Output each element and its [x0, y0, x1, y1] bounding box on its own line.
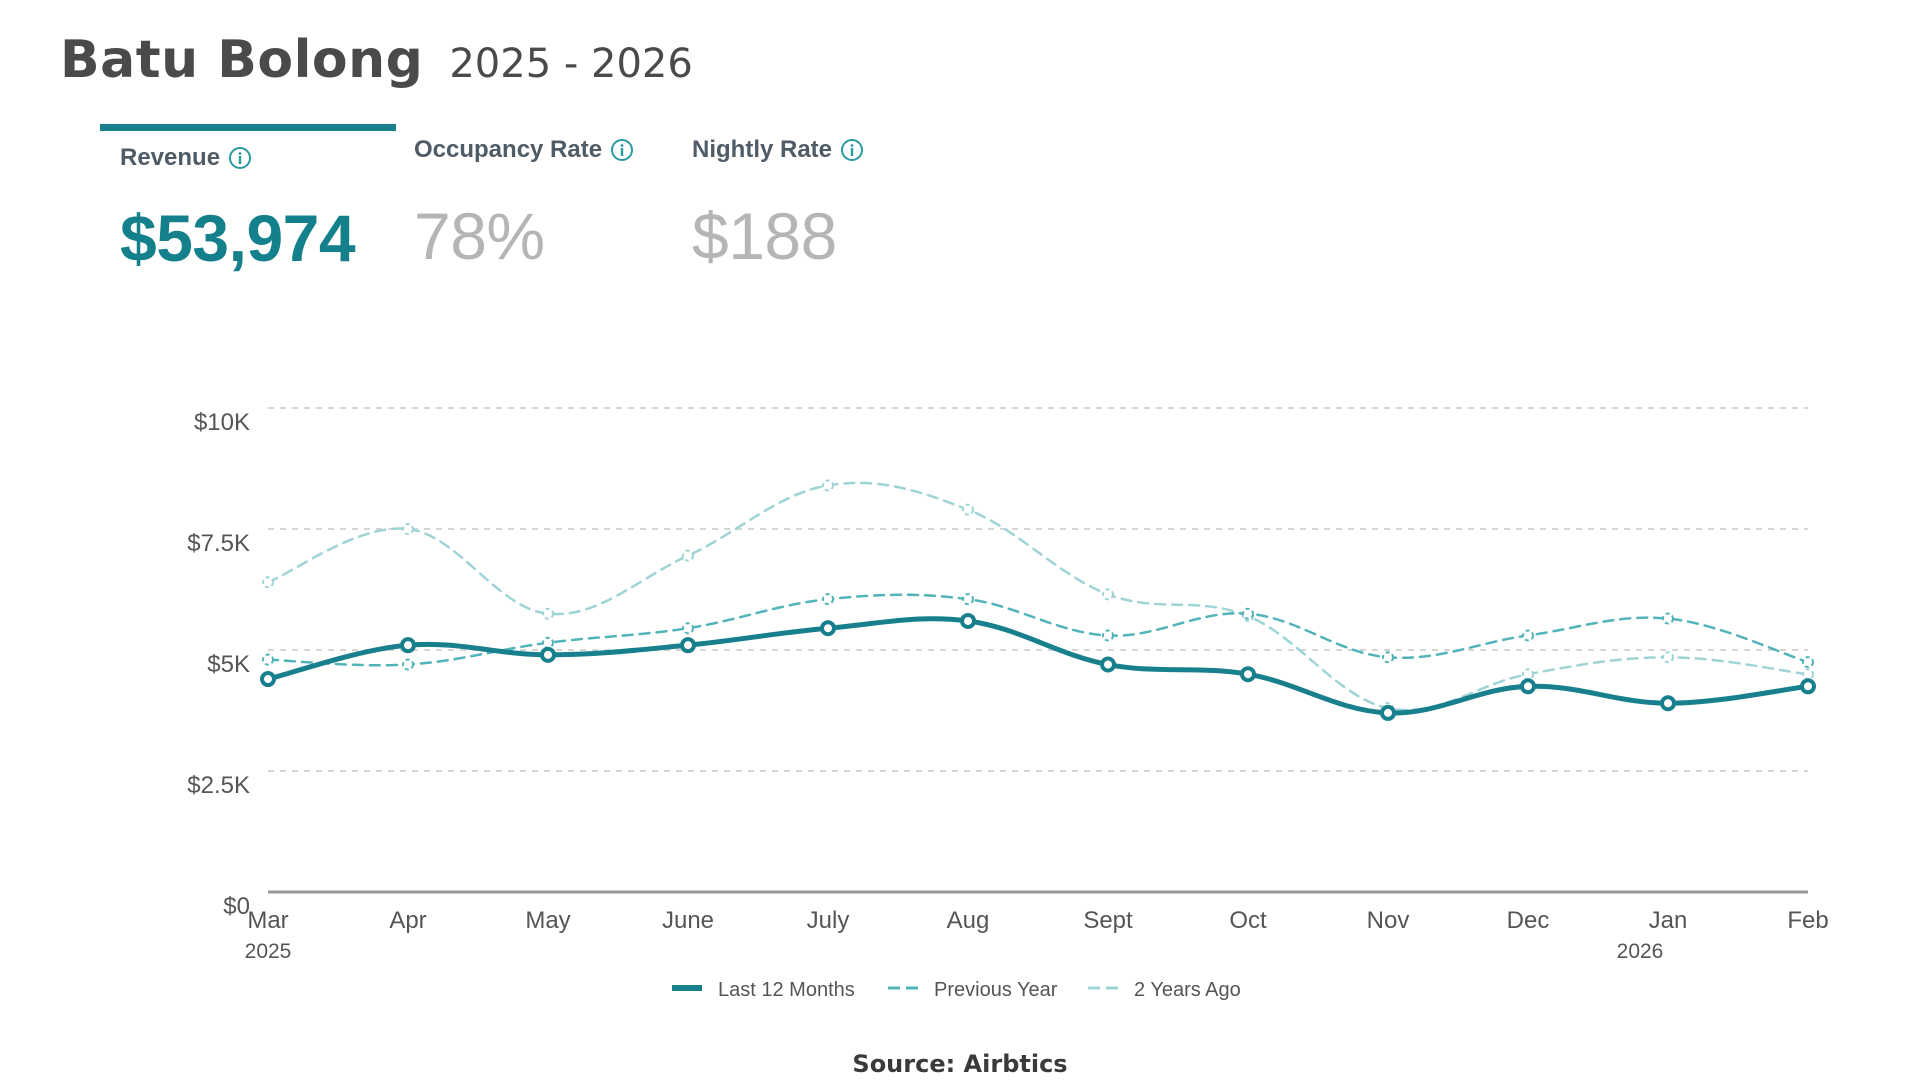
- y-tick-label: $0: [223, 893, 250, 920]
- data-point[interactable]: [1802, 656, 1814, 669]
- x-tick-label: June: [662, 907, 714, 934]
- year-label: 2026: [1617, 940, 1664, 963]
- data-point[interactable]: [542, 636, 554, 649]
- series-line-2: [266, 481, 1810, 712]
- data-point[interactable]: [820, 620, 836, 637]
- x-tick-label: Nov: [1367, 907, 1410, 934]
- tab-revenue-label: Revenue: [120, 144, 221, 171]
- x-tick-label: Aug: [947, 907, 990, 934]
- chart-legend: Last 12 Months Previous Year 2 Years Ago: [672, 979, 1241, 1001]
- data-point[interactable]: [542, 607, 554, 620]
- metric-tabs: Revenue $53,974 Occupancy Rate 78% Night…: [98, 124, 898, 296]
- source-caption: Source: Airbtics: [852, 1050, 1068, 1078]
- chart-grid: [268, 407, 1808, 772]
- legend-label[interactable]: Previous Year: [934, 979, 1058, 1001]
- tab-revenue[interactable]: Revenue $53,974: [100, 124, 396, 276]
- date-range: 2025 - 2026: [449, 41, 693, 87]
- tab-nightly-rate[interactable]: Nightly Rate $188: [692, 126, 864, 274]
- data-point[interactable]: [682, 549, 694, 562]
- x-tick-label: Mar: [247, 907, 288, 934]
- data-point[interactable]: [962, 503, 974, 516]
- legend-label[interactable]: 2 Years Ago: [1134, 979, 1241, 1001]
- x-tick-label: Feb: [1787, 907, 1828, 934]
- x-tick-label: Dec: [1507, 907, 1550, 934]
- data-point[interactable]: [260, 671, 276, 688]
- data-point[interactable]: [962, 593, 974, 606]
- data-point[interactable]: [1802, 668, 1814, 681]
- info-icon[interactable]: [610, 138, 634, 162]
- data-point[interactable]: [1522, 668, 1534, 681]
- series-line-1: [266, 593, 1810, 667]
- series-line-0: [265, 616, 1811, 716]
- revenue-line-chart: $0 $2.5K $5K $7.5K $10K Mar Apr May June July Aug S…: [187, 407, 1829, 1001]
- info-icon[interactable]: [228, 146, 252, 170]
- active-tab-indicator: [100, 124, 396, 131]
- data-point[interactable]: [402, 658, 414, 671]
- data-point[interactable]: [1102, 588, 1114, 601]
- data-point[interactable]: [540, 646, 556, 663]
- data-point[interactable]: [402, 523, 414, 535]
- chart-axes: $0 $2.5K $5K $7.5K $10K Mar Apr May June July Aug S…: [187, 409, 1828, 963]
- data-point[interactable]: [262, 653, 274, 666]
- data-point[interactable]: [1100, 656, 1116, 673]
- info-icon[interactable]: [840, 138, 864, 162]
- data-point[interactable]: [1660, 695, 1676, 712]
- data-point[interactable]: [1800, 678, 1816, 695]
- x-tick-label: Oct: [1229, 907, 1267, 934]
- x-tick-label: May: [525, 907, 570, 934]
- page-title: Batu Bolong: [60, 30, 424, 90]
- tab-occupancy-rate[interactable]: Occupancy Rate 78%: [414, 126, 634, 274]
- data-point[interactable]: [680, 637, 696, 654]
- y-tick-label: $5K: [207, 651, 250, 678]
- tab-revenue-value: $53,974: [120, 201, 356, 275]
- data-point[interactable]: [1520, 678, 1536, 695]
- chart-series: [260, 479, 1816, 721]
- data-point[interactable]: [822, 593, 834, 606]
- data-point[interactable]: [1380, 704, 1396, 721]
- page-header: Batu Bolong 2025 - 2026: [60, 30, 693, 90]
- tab-nightly-label: Nightly Rate: [692, 136, 833, 163]
- x-tick-label: Apr: [389, 907, 426, 934]
- data-point[interactable]: [682, 622, 694, 635]
- data-point[interactable]: [1242, 607, 1254, 620]
- y-tick-label: $10K: [194, 409, 250, 436]
- x-tick-label: Sept: [1083, 907, 1133, 934]
- data-point[interactable]: [822, 479, 834, 492]
- data-point[interactable]: [262, 576, 274, 589]
- data-point[interactable]: [1240, 666, 1256, 683]
- x-tick-label: Jan: [1649, 907, 1688, 934]
- x-tick-label: July: [807, 907, 850, 934]
- tab-occupancy-value: 78%: [414, 199, 545, 273]
- tab-occupancy-label: Occupancy Rate: [414, 136, 603, 163]
- tab-nightly-value: $188: [692, 199, 837, 273]
- data-point[interactable]: [400, 637, 416, 654]
- data-point[interactable]: [1662, 612, 1674, 625]
- year-label: 2025: [245, 940, 292, 963]
- legend-label[interactable]: Last 12 Months: [718, 979, 855, 1001]
- data-point[interactable]: [1382, 651, 1394, 664]
- data-point[interactable]: [1102, 629, 1114, 642]
- data-point[interactable]: [1522, 629, 1534, 642]
- y-tick-label: $2.5K: [187, 772, 250, 799]
- y-tick-label: $7.5K: [187, 530, 250, 557]
- data-point[interactable]: [960, 612, 976, 629]
- data-point[interactable]: [1662, 651, 1674, 664]
